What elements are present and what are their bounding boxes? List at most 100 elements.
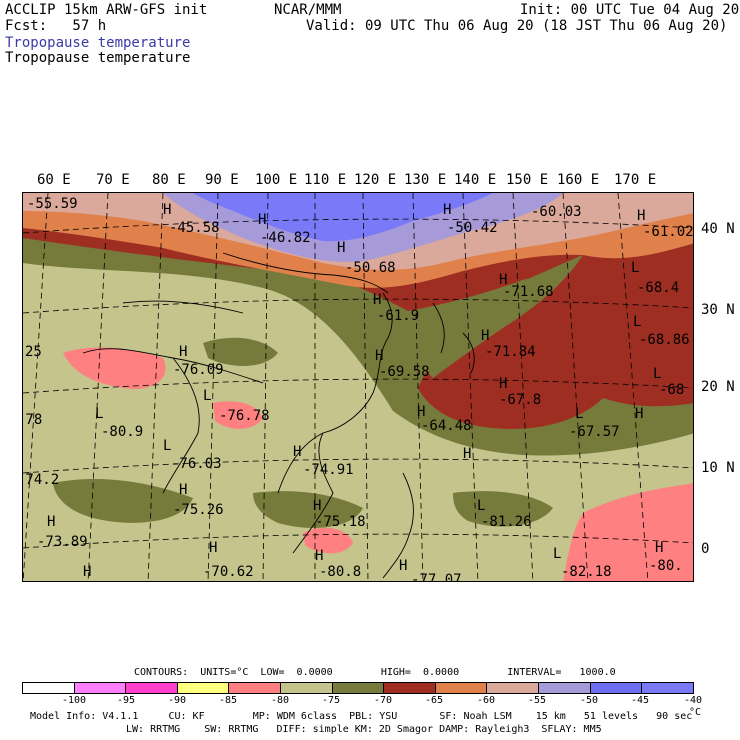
extremum-value: -73.89 bbox=[37, 534, 88, 550]
extremum-value: -74.91 bbox=[303, 462, 354, 478]
legend-swatch bbox=[384, 683, 436, 693]
extremum-value: -68 bbox=[659, 382, 685, 398]
extremum-value: -50.42 bbox=[447, 220, 498, 236]
extremum-mark: L bbox=[653, 366, 662, 382]
field-patch-70 bbox=[453, 491, 553, 527]
lon-label: 60 E bbox=[37, 172, 71, 188]
legend-tick: -85 bbox=[219, 695, 238, 706]
extremum-value: -50.68 bbox=[345, 260, 396, 276]
extremum-mark: H bbox=[635, 406, 644, 422]
extremum-value: -74.2 bbox=[23, 472, 60, 488]
legend-tick: -70 bbox=[374, 695, 393, 706]
legend-swatch bbox=[126, 683, 178, 693]
extremum-mark: H bbox=[443, 202, 452, 218]
coastlines bbox=[82, 252, 475, 579]
legend-swatch bbox=[435, 683, 488, 693]
extremum-mark: H bbox=[163, 202, 172, 218]
legend-swatch bbox=[281, 683, 333, 693]
extremum-value: -55.59 bbox=[27, 196, 78, 212]
extremum-value: -82.18 bbox=[561, 564, 612, 580]
lat-label: 0 bbox=[701, 541, 710, 557]
graticule bbox=[23, 193, 693, 581]
lon-label: 120 E bbox=[354, 172, 397, 188]
field-title: Tropopause temperature bbox=[5, 50, 191, 66]
extremum-mark: H bbox=[637, 208, 646, 224]
extremum-mark: H bbox=[499, 272, 508, 288]
legend-tick: -50 bbox=[580, 695, 599, 706]
legend-tick: -100 bbox=[62, 695, 87, 706]
extremum-value: -68.86 bbox=[639, 332, 690, 348]
extremum-mark: H bbox=[655, 540, 664, 556]
field-title-blue: Tropopause temperature bbox=[5, 35, 191, 51]
valid-time: Valid: 09 UTC Thu 06 Aug 20 (18 JST Thu … bbox=[306, 18, 728, 34]
contours-info: CONTOURS: UNITS=°C LOW= 0.0000 HIGH= 0.0… bbox=[134, 667, 616, 678]
extremum-mark: H bbox=[373, 292, 382, 308]
extremum-value: -67.57 bbox=[569, 424, 620, 440]
legend-tick: -75 bbox=[322, 695, 341, 706]
organization: NCAR/MMM bbox=[274, 2, 342, 18]
extremum-value: -64.48 bbox=[421, 418, 472, 434]
extremum-mark: H bbox=[179, 482, 188, 498]
lat-label: 20 N bbox=[701, 379, 735, 395]
extremum-mark: H bbox=[375, 348, 384, 364]
extremum-mark: L bbox=[575, 406, 584, 422]
lon-label: 130 E bbox=[404, 172, 447, 188]
extremum-mark: L bbox=[95, 406, 104, 422]
extremum-value: -69.58 bbox=[379, 364, 430, 380]
lon-label: 150 E bbox=[506, 172, 549, 188]
legend-swatch bbox=[642, 683, 693, 693]
legend-swatch bbox=[23, 683, 75, 693]
extremum-mark: H bbox=[293, 444, 302, 460]
lon-label: 70 E bbox=[96, 172, 130, 188]
map-canvas bbox=[23, 193, 693, 581]
field-band-70 bbox=[383, 255, 583, 378]
extremum-value: -61.9 bbox=[377, 308, 420, 324]
extremum-mark: H bbox=[463, 446, 472, 462]
extremum-mark: L bbox=[203, 388, 212, 404]
legend-tick: -60 bbox=[477, 695, 496, 706]
lon-label: 90 E bbox=[205, 172, 239, 188]
legend-tick: -90 bbox=[168, 695, 187, 706]
extremum-mark: H bbox=[499, 376, 508, 392]
extremum-mark: H bbox=[481, 328, 490, 344]
field-patch-70 bbox=[203, 337, 278, 367]
extremum-value: -80.8 bbox=[319, 564, 362, 580]
field-patch-80 bbox=[303, 527, 353, 554]
extremum-value: -75.18 bbox=[315, 514, 366, 530]
field-patch-80 bbox=[563, 483, 693, 581]
extremum-value: 25 bbox=[25, 344, 42, 360]
lon-label: 140 E bbox=[454, 172, 497, 188]
legend-tick: -95 bbox=[117, 695, 136, 706]
legend-swatch bbox=[590, 683, 643, 693]
field-patch-80 bbox=[63, 347, 166, 389]
legend-swatch bbox=[229, 683, 282, 693]
model-title: ACCLIP 15km ARW-GFS init bbox=[5, 2, 208, 18]
extremum-value: -67.8 bbox=[499, 392, 542, 408]
model-info: Model Info: V4.1.1 CU: KF MP: WDM 6class… bbox=[30, 711, 693, 722]
extremum-value: -76.03 bbox=[171, 456, 222, 472]
extremum-value: -68.4 bbox=[637, 280, 680, 296]
legend-tick: -65 bbox=[425, 695, 444, 706]
legend-units: °C bbox=[689, 707, 702, 718]
extremum-value: -77.07 bbox=[411, 572, 462, 582]
extremum-mark: H bbox=[83, 564, 92, 580]
lon-label: 80 E bbox=[152, 172, 186, 188]
extremum-mark: L bbox=[631, 260, 640, 276]
lon-label: 100 E bbox=[255, 172, 298, 188]
tropopause-temperature-map: -55.59 H -45.58 H -46.82 H -50.68 H -50.… bbox=[22, 192, 694, 582]
extremum-value: -46.82 bbox=[260, 230, 311, 246]
extremum-value: -80.9 bbox=[101, 424, 144, 440]
legend-tick: -40 bbox=[684, 695, 703, 706]
legend-swatch bbox=[487, 683, 540, 693]
extremum-value: -76.09 bbox=[173, 362, 224, 378]
legend-swatch bbox=[177, 683, 230, 693]
init-time: Init: 00 UTC Tue 04 Aug 20 bbox=[520, 2, 740, 18]
extremum-value: -76.78 bbox=[219, 408, 270, 424]
lat-label: 40 N bbox=[701, 221, 735, 237]
legend-tick: -80 bbox=[271, 695, 290, 706]
extremum-mark: H bbox=[313, 498, 322, 514]
extremum-mark: H bbox=[209, 540, 218, 556]
extremum-mark: H bbox=[179, 344, 188, 360]
legend-swatch bbox=[332, 683, 385, 693]
extremum-value: -75.26 bbox=[173, 502, 224, 518]
